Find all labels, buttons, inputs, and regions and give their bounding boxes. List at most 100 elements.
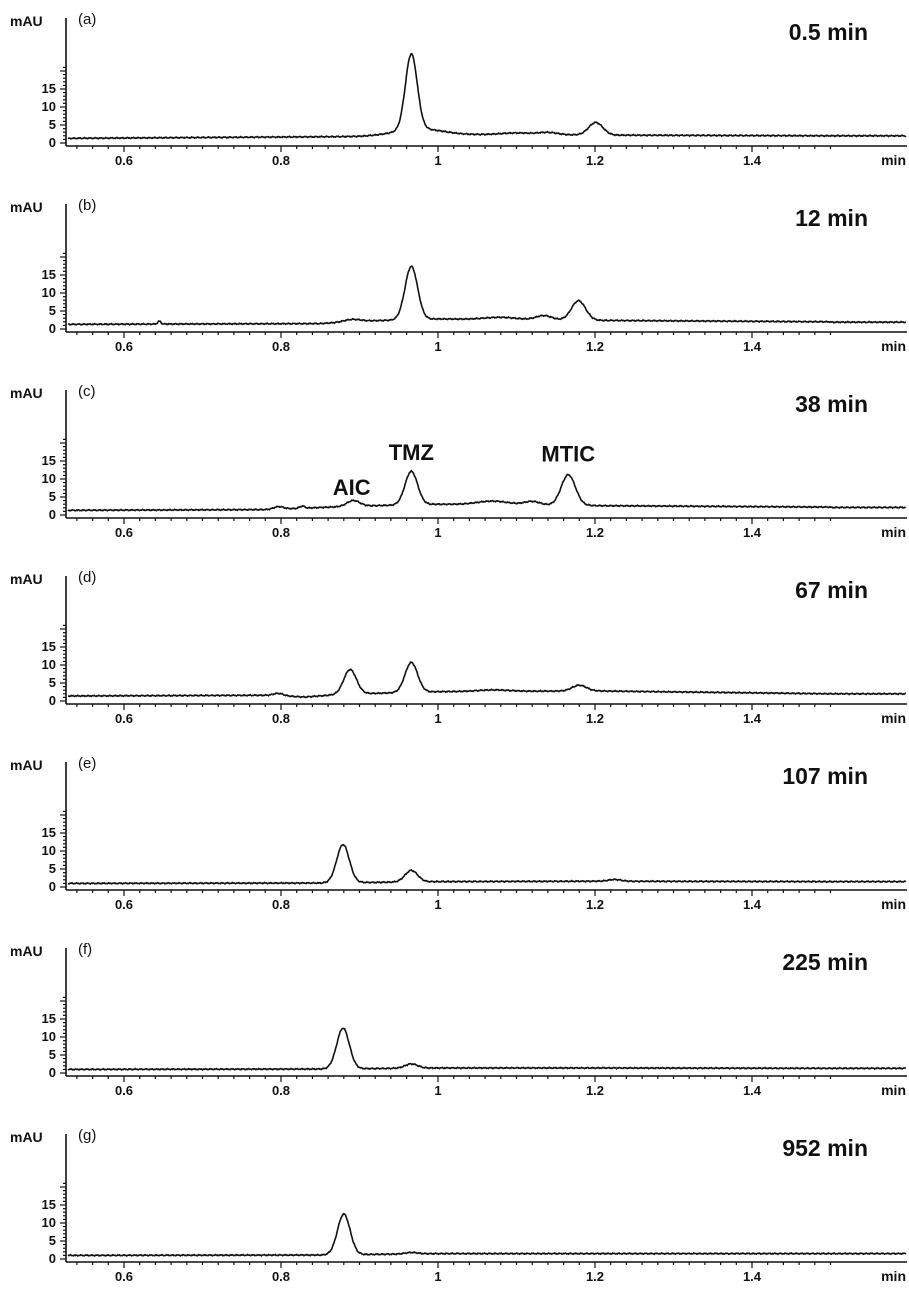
x-tick-label: 1 [434,153,441,168]
panel-label: (e) [78,755,96,772]
y-tick-label: 15 [42,81,56,96]
chromatogram-trace [67,1212,907,1257]
x-tick-label: 0.8 [272,897,290,912]
y-axis-label: mAU [10,199,43,215]
x-tick-label: 1 [434,1083,441,1098]
sampling-time-title: 0.5 min [789,19,868,45]
chromatogram-panel: mAU (f) 225 min 0 5 10 15 0.6 0.8 1 1.2 1.4 min [10,941,907,1098]
x-tick-label: 1.2 [586,339,604,354]
x-tick-label: 0.8 [272,1083,290,1098]
x-tick-label: 1.4 [743,153,762,168]
y-tick-label: 0 [49,507,56,522]
x-tick-label: 0.6 [115,339,133,354]
x-tick-label: 0.6 [115,1269,133,1284]
x-tick-label: 0.8 [272,339,290,354]
y-tick-label: 10 [42,99,56,114]
chromatogram-trace [67,661,907,699]
x-axis-unit: min [881,338,906,354]
y-tick-label: 0 [49,1251,56,1266]
chromatogram-trace [67,265,907,326]
y-tick-label: 15 [42,267,56,282]
x-tick-label: 1 [434,897,441,912]
y-tick-label: 0 [49,693,56,708]
y-axis-label: mAU [10,943,43,959]
peak-annotation: MTIC [541,442,595,467]
y-axis-label: mAU [10,13,43,29]
x-axis-unit: min [881,1082,906,1098]
y-axis-label: mAU [10,1129,43,1145]
y-tick-label: 5 [49,1233,56,1248]
y-tick-label: 15 [42,1011,56,1026]
sampling-time-title: 38 min [795,391,868,417]
y-tick-label: 15 [42,453,56,468]
x-axis-unit: min [881,710,906,726]
x-tick-label: 0.6 [115,897,133,912]
x-tick-label: 1.4 [743,1269,762,1284]
y-axis-label: mAU [10,385,43,401]
y-tick-label: 5 [49,675,56,690]
chromatogram-trace [67,52,907,140]
x-tick-label: 1.4 [743,897,762,912]
x-axis-unit: min [881,896,906,912]
x-tick-label: 0.8 [272,153,290,168]
sampling-time-title: 225 min [782,949,868,975]
y-tick-label: 15 [42,825,56,840]
y-tick-label: 15 [42,639,56,654]
x-tick-label: 0.6 [115,525,133,540]
x-tick-label: 1 [434,711,441,726]
x-tick-label: 1 [434,1269,441,1284]
y-tick-label: 5 [49,861,56,876]
chromatogram-trace [67,469,907,512]
chromatogram-trace [67,843,907,885]
y-tick-label: 0 [49,879,56,894]
x-tick-label: 0.6 [115,153,133,168]
x-tick-label: 1.2 [586,1269,604,1284]
panel-label: (c) [78,383,96,400]
peak-annotation: AIC [333,475,371,500]
chromatogram-panel: mAU (g) 952 min 0 5 10 15 0.6 0.8 1 1.2 1.4 min [10,1127,907,1284]
y-tick-label: 5 [49,1047,56,1062]
y-tick-label: 5 [49,117,56,132]
y-tick-label: 0 [49,321,56,336]
y-tick-label: 5 [49,489,56,504]
x-tick-label: 1.2 [586,1083,604,1098]
x-tick-label: 1.2 [586,153,604,168]
y-tick-label: 10 [42,471,56,486]
sampling-time-title: 67 min [795,577,868,603]
y-tick-label: 10 [42,657,56,672]
y-axis-label: mAU [10,757,43,773]
y-tick-label: 10 [42,843,56,858]
sampling-time-title: 12 min [795,205,868,231]
panel-label: (b) [78,197,96,214]
chromatogram-panel: mAU (c) 38 min 0 5 10 15 0.6 0.8 1 1.2 1.4 min AIC TMZ… [10,383,907,540]
sampling-time-title: 107 min [782,763,868,789]
x-axis-unit: min [881,1268,906,1284]
x-tick-label: 0.6 [115,711,133,726]
chromatogram-panel: mAU (b) 12 min 0 5 10 15 0.6 0.8 1 1.2 1.4 min [10,197,907,354]
x-tick-label: 1 [434,525,441,540]
x-tick-label: 1 [434,339,441,354]
x-tick-label: 1.2 [586,711,604,726]
chromatogram-panel: mAU (d) 67 min 0 5 10 15 0.6 0.8 1 1.2 1.4 min [10,569,907,726]
x-axis-unit: min [881,152,906,168]
x-tick-label: 1.4 [743,711,762,726]
x-tick-label: 0.8 [272,525,290,540]
sampling-time-title: 952 min [782,1135,868,1161]
x-tick-label: 1.2 [586,897,604,912]
panel-label: (a) [78,11,96,28]
x-tick-label: 1.4 [743,525,762,540]
x-axis-unit: min [881,524,906,540]
x-tick-label: 1.4 [743,339,762,354]
x-tick-label: 0.8 [272,711,290,726]
x-tick-label: 1.2 [586,525,604,540]
y-tick-label: 5 [49,303,56,318]
y-axis-label: mAU [10,571,43,587]
peak-annotation: TMZ [389,440,434,465]
panel-label: (d) [78,569,96,586]
panel-label: (g) [78,1127,96,1144]
chromatogram-panel: mAU (e) 107 min 0 5 10 15 0.6 0.8 1 1.2 1.4 min [10,755,907,912]
y-tick-label: 0 [49,1065,56,1080]
panel-label: (f) [78,941,92,958]
y-tick-label: 10 [42,1215,56,1230]
